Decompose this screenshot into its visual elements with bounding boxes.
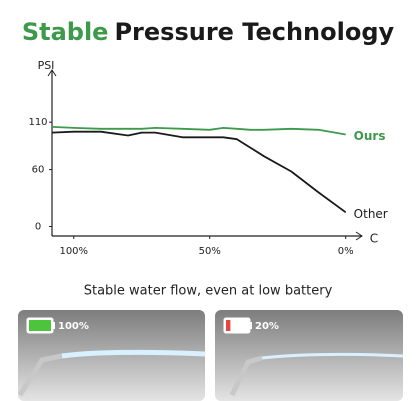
title: Stable Pressure Technology xyxy=(22,18,395,46)
series-label: Ours xyxy=(354,129,386,143)
title-highlight: Stable xyxy=(22,18,109,46)
batteries: 100% 20% xyxy=(26,317,279,334)
series-line xyxy=(51,126,346,136)
series-label: Other xyxy=(354,207,388,221)
x-axis-arrow xyxy=(355,231,363,241)
x-tick-label: 50% xyxy=(199,246,221,257)
y-tick-label: 60 xyxy=(32,165,45,176)
water-stream xyxy=(261,352,404,360)
nozzle xyxy=(17,353,63,397)
battery-tip xyxy=(53,322,55,329)
y-axis-arrow xyxy=(47,69,57,77)
y-tick-label: 110 xyxy=(28,117,47,128)
x-tick-label: 100% xyxy=(59,246,88,257)
x-tick-label: 0% xyxy=(338,246,354,257)
battery-level xyxy=(29,320,51,331)
nozzle xyxy=(229,355,263,397)
subtitle: Stable water flow, even at low battery xyxy=(84,284,333,299)
chart: PSI C 0 60 110 100% 50% 0% Ours Other xyxy=(28,59,387,257)
battery-level xyxy=(226,320,231,331)
panel-bg xyxy=(18,310,205,401)
battery-label: 20% xyxy=(255,321,279,332)
battery-tip xyxy=(250,322,252,329)
battery-label: 100% xyxy=(58,321,89,332)
panel xyxy=(215,310,404,401)
x-axis-label: C xyxy=(370,232,378,246)
title-rest: Pressure Technology xyxy=(114,18,394,46)
panel xyxy=(17,310,206,401)
y-axis-label: PSI xyxy=(38,59,55,72)
y-tick-label: 0 xyxy=(35,222,41,233)
series-line xyxy=(51,130,347,214)
water-stream xyxy=(61,349,206,359)
